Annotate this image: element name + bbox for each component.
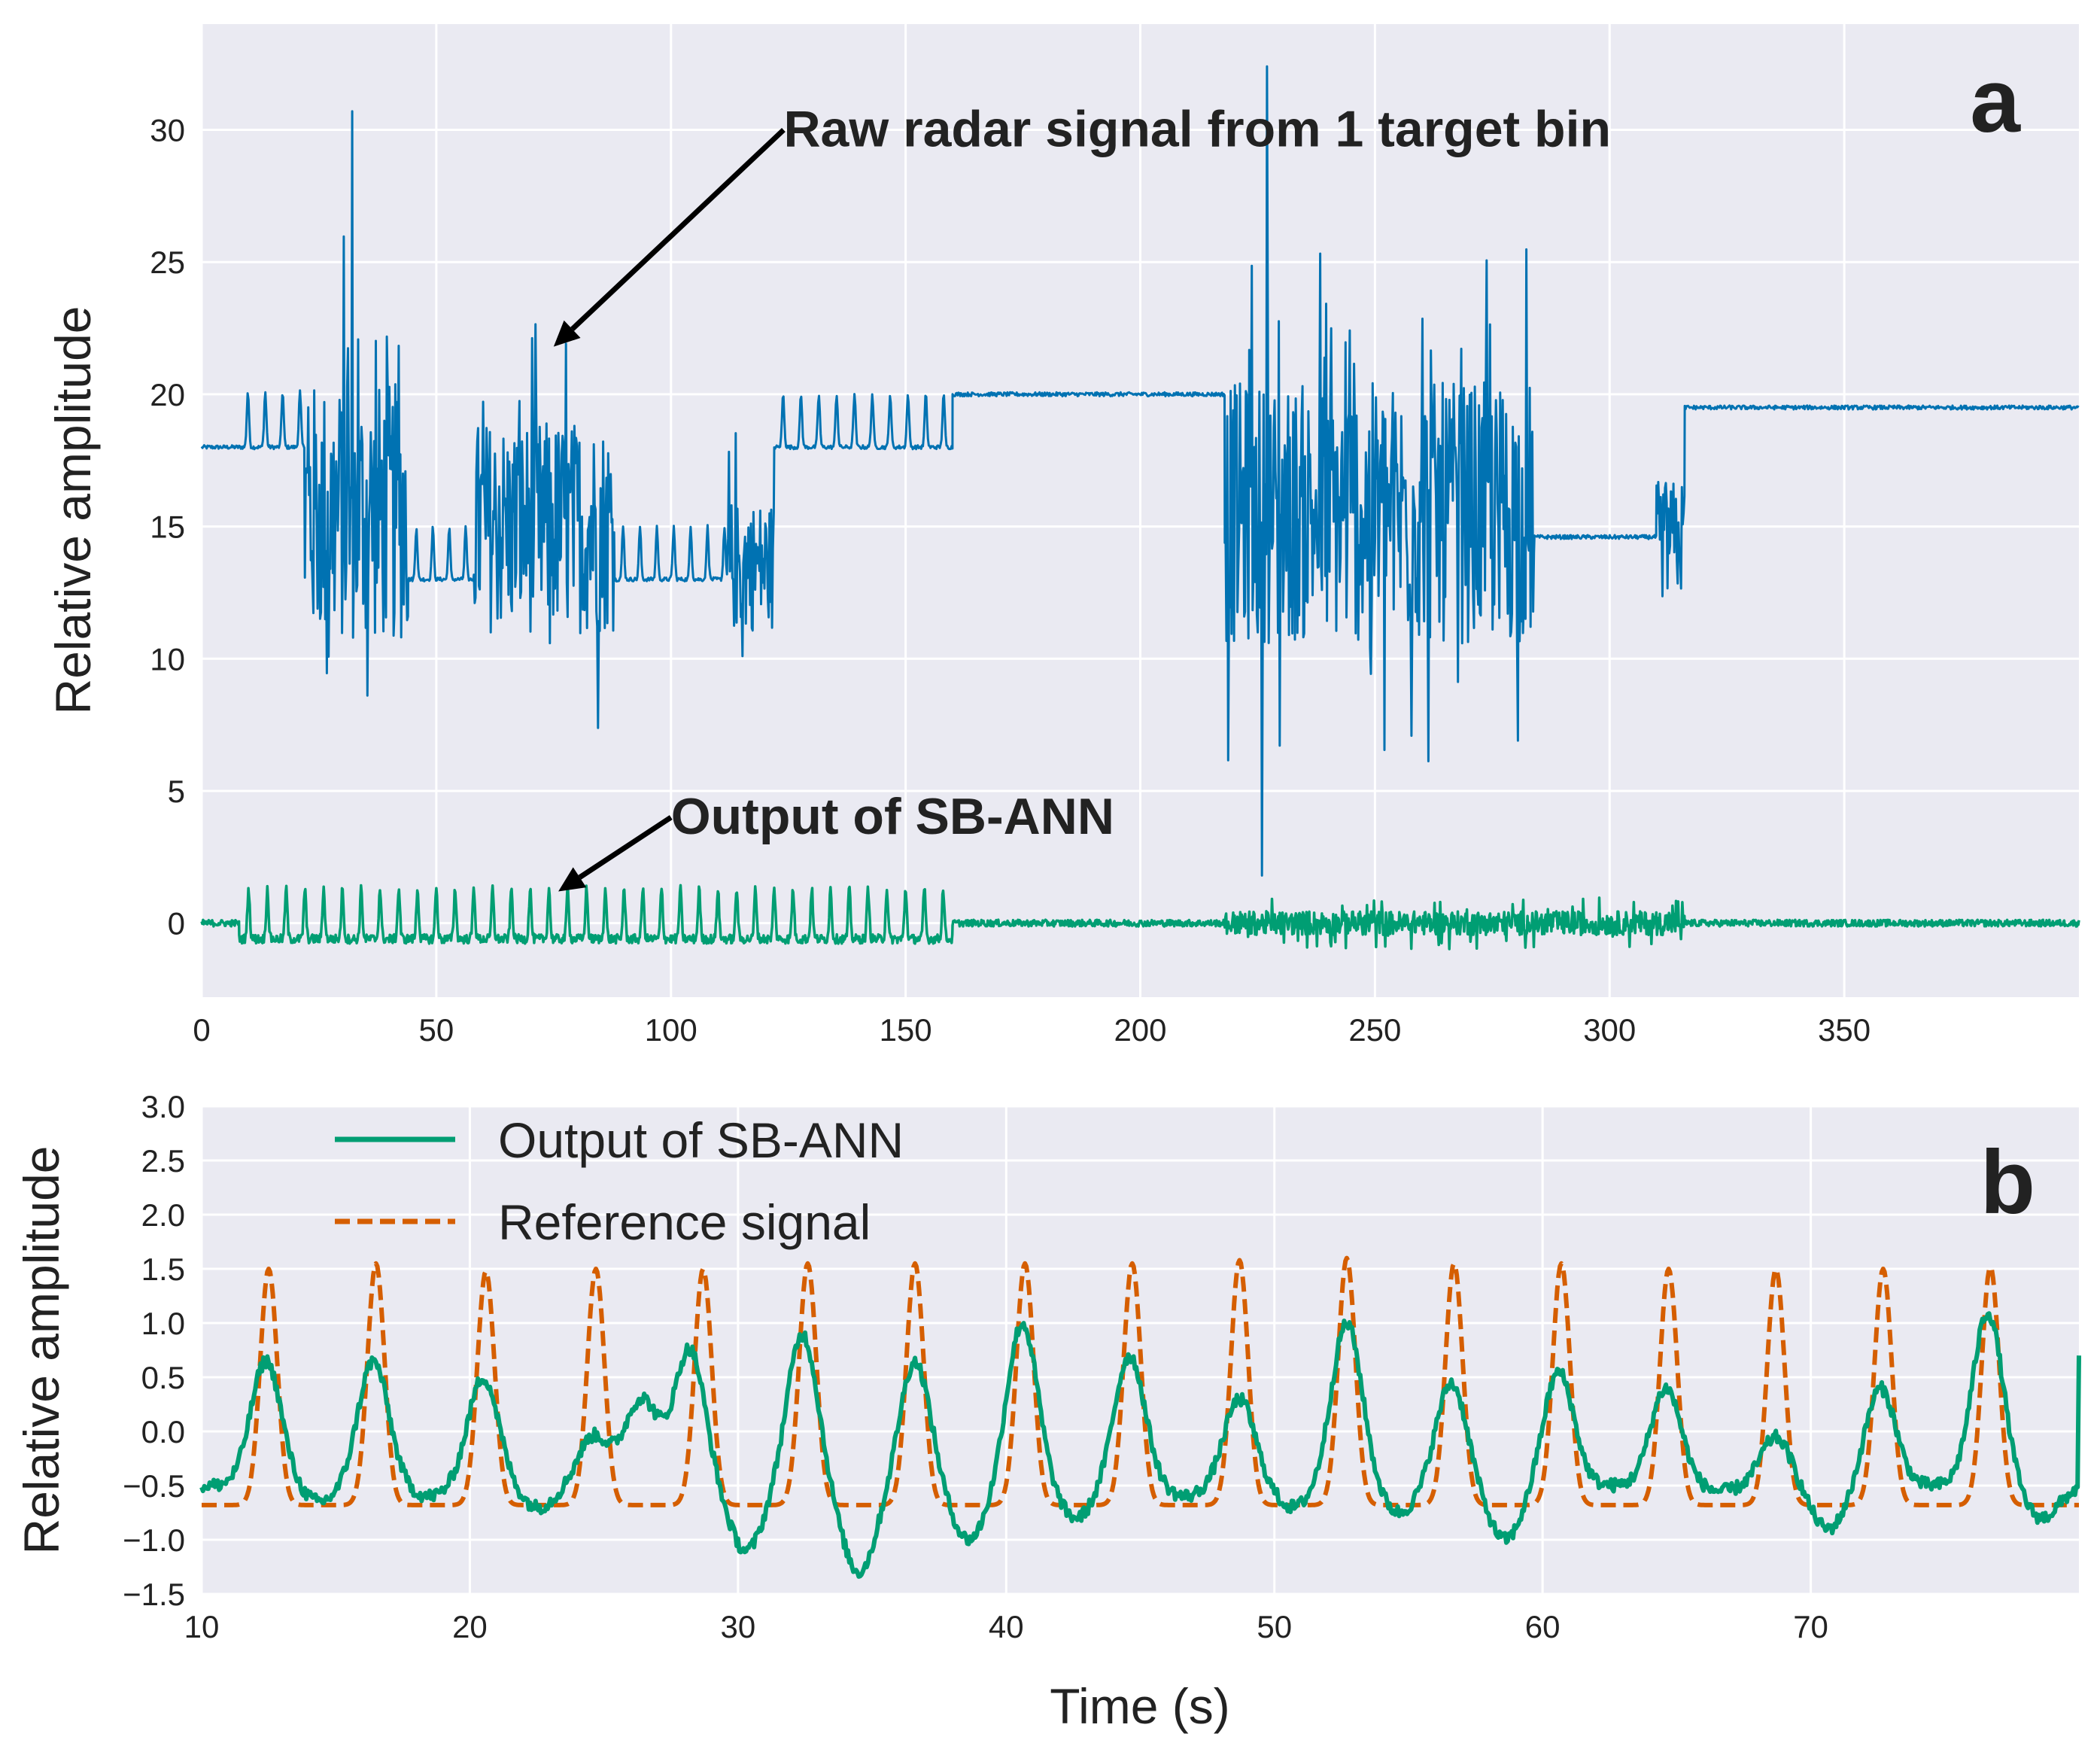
x-tick-label: 40 — [989, 1609, 1024, 1644]
x-tick-label: 60 — [1525, 1609, 1561, 1644]
x-tick-label: 350 — [1818, 1012, 1871, 1048]
annotation-arrow-sb-ann — [578, 815, 673, 880]
series-raw-radar-signal — [200, 65, 2080, 877]
annotation-arrowhead-sb-ann — [558, 867, 587, 892]
x-tick-label: 0 — [193, 1012, 210, 1048]
panel-a-y-axis-label: Relative amplitude — [45, 306, 101, 715]
x-tick-label: 50 — [1257, 1609, 1292, 1644]
legend-label-reference: Reference signal — [498, 1194, 871, 1250]
panel-b-letter: b — [1980, 1132, 2035, 1233]
x-tick-label: 10 — [184, 1609, 220, 1644]
y-tick-label: 2.0 — [141, 1197, 185, 1233]
y-tick-label: 5 — [168, 774, 185, 809]
y-tick-label: 10 — [150, 641, 185, 677]
annotation-arrowhead-raw-signal — [553, 320, 581, 347]
x-tick-label: 200 — [1114, 1012, 1166, 1048]
panel-a-annotations: Raw radar signal from 1 target bin Outpu… — [553, 101, 1611, 892]
panel-b-x-ticks: 10 20 30 40 50 60 70 — [184, 1609, 1828, 1644]
panel-a-series — [200, 65, 2080, 951]
panel-b: 10 20 30 40 50 60 70 −1.5 −1.0 −0.5 0.0 0.5 1.0 1.5 2… — [14, 1089, 2081, 1734]
x-tick-label: 50 — [419, 1012, 454, 1048]
x-tick-label: 30 — [720, 1609, 755, 1644]
x-tick-label: 100 — [645, 1012, 697, 1048]
y-tick-label: 20 — [150, 377, 185, 412]
annotation-arrow-raw-signal — [570, 127, 786, 331]
panel-b-series — [199, 1255, 2081, 1579]
y-tick-label: 15 — [150, 509, 185, 545]
y-tick-label: −1.0 — [123, 1522, 185, 1558]
y-tick-label: 2.5 — [141, 1143, 185, 1179]
y-tick-label: −0.5 — [123, 1468, 185, 1504]
x-tick-label: 250 — [1348, 1012, 1401, 1048]
y-tick-label: 1.5 — [141, 1252, 185, 1287]
panel-a-x-ticks: 0 50 100 150 200 250 300 350 — [193, 1012, 1871, 1048]
series-sb-ann-output-b — [199, 1311, 2081, 1579]
panel-a-y-ticks: 0 5 10 15 20 25 30 — [150, 113, 185, 941]
panel-b-y-axis-label: Relative amplitude — [14, 1146, 69, 1555]
y-tick-label: 30 — [150, 113, 185, 148]
series-reference-signal — [200, 1255, 2080, 1507]
panel-a-letter: a — [1970, 50, 2021, 151]
x-tick-label: 20 — [452, 1609, 488, 1644]
x-tick-label: 70 — [1793, 1609, 1828, 1644]
legend-label-sb-ann: Output of SB-ANN — [498, 1112, 904, 1168]
panel-b-legend: Output of SB-ANN Reference signal — [335, 1112, 904, 1250]
annotation-sb-ann-output: Output of SB-ANN — [671, 788, 1114, 845]
panel-a: 0 50 100 150 200 250 300 350 0 5 10 15 20 25 30 Relat… — [45, 24, 2080, 1048]
y-tick-label: −1.5 — [123, 1577, 185, 1612]
x-tick-label: 150 — [880, 1012, 932, 1048]
panel-b-y-ticks: −1.5 −1.0 −0.5 0.0 0.5 1.0 1.5 2.0 2.5 3.0 — [123, 1089, 185, 1612]
y-tick-label: 3.0 — [141, 1089, 185, 1124]
y-tick-label: 0 — [168, 906, 185, 941]
panel-a-gridlines — [200, 24, 2079, 997]
panel-b-x-axis-label: Time (s) — [1050, 1678, 1230, 1734]
panel-b-gridlines — [200, 1105, 2079, 1595]
series-sb-ann-output-a — [200, 884, 2080, 951]
y-tick-label: 0.5 — [141, 1360, 185, 1395]
y-tick-label: 1.0 — [141, 1306, 185, 1341]
y-tick-label: 25 — [150, 245, 185, 280]
y-tick-label: 0.0 — [141, 1414, 185, 1449]
x-tick-label: 300 — [1583, 1012, 1636, 1048]
annotation-raw-signal: Raw radar signal from 1 target bin — [783, 101, 1611, 158]
